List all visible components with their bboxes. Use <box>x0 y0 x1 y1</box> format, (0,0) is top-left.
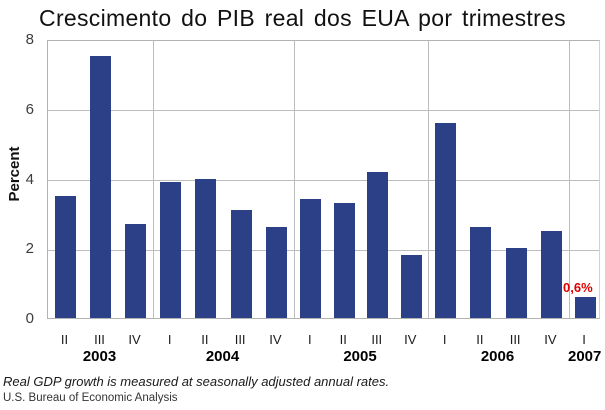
y-tick-label-0: 0 <box>25 310 34 327</box>
bar-2005-IV <box>400 255 422 318</box>
x-year-label-2005: 2005 <box>343 348 377 365</box>
x-tick-quarter-2006-III: III <box>509 332 521 347</box>
bar-2004-IV <box>265 227 287 318</box>
x-tick-quarter-2006-I: I <box>442 332 447 347</box>
x-tick-quarter-2005-I: I <box>307 332 312 347</box>
gridline-y-2 <box>48 249 599 251</box>
bar-2005-III <box>367 171 389 318</box>
y-tick-label-2: 2 <box>25 240 34 258</box>
plot-area <box>47 40 600 319</box>
x-tick-quarter-2005-III: III <box>371 332 383 347</box>
y-tick-label-6: 6 <box>25 100 34 118</box>
bar-2004-I <box>160 182 182 318</box>
annotation-value-label: 0,6% <box>563 280 593 296</box>
bar-2007-I <box>574 297 596 318</box>
x-year-label-2006: 2006 <box>480 348 515 365</box>
year-divider <box>568 41 570 318</box>
year-divider <box>427 41 429 318</box>
x-tick-quarter-2004-III: III <box>234 332 246 347</box>
gridline-y-4 <box>48 180 599 181</box>
x-tick-quarter-2004-I: I <box>167 332 172 347</box>
bar-2004-II <box>195 178 217 318</box>
x-tick-quarter-2004-IV: IV <box>269 332 282 347</box>
bar-2006-IV <box>540 230 562 318</box>
x-tick-quarter-2003-III: III <box>94 332 105 347</box>
x-year-label-2004: 2004 <box>205 348 240 365</box>
bar-2005-I <box>300 199 322 318</box>
bar-2003-IV <box>125 223 146 318</box>
x-year-label-2003: 2003 <box>82 348 117 365</box>
x-year-label-2007: 2007 <box>568 348 602 365</box>
y-tick-label-4: 4 <box>25 170 34 188</box>
bar-2004-III <box>230 209 252 318</box>
bar-2003-II <box>55 195 76 318</box>
footnote-note: Real GDP growth is measured at seasonall… <box>3 374 390 389</box>
year-divider <box>293 41 295 318</box>
bar-2006-II <box>470 227 492 318</box>
y-tick-label-8: 8 <box>25 31 34 48</box>
bar-2006-III <box>505 248 527 318</box>
year-divider <box>152 41 154 318</box>
x-tick-quarter-2003-II: II <box>60 332 69 347</box>
bar-2006-I <box>435 122 457 318</box>
x-tick-quarter-2006-IV: IV <box>544 332 557 347</box>
x-tick-quarter-2004-II: II <box>201 332 209 347</box>
gridline-y-6 <box>48 110 599 112</box>
footnote-source: U.S. Bureau of Economic Analysis <box>3 392 178 404</box>
bar-2003-III <box>90 56 111 318</box>
x-tick-quarter-2003-IV: IV <box>128 332 141 347</box>
x-tick-quarter-2006-II: II <box>476 332 484 347</box>
bar-2005-II <box>333 202 355 318</box>
x-tick-quarter-2007-I: I <box>582 332 586 347</box>
chart-title: Crescimento do PIB real dos EUA por trim… <box>39 5 566 31</box>
x-tick-quarter-2005-IV: IV <box>404 332 417 347</box>
x-tick-quarter-2005-II: II <box>339 332 347 347</box>
